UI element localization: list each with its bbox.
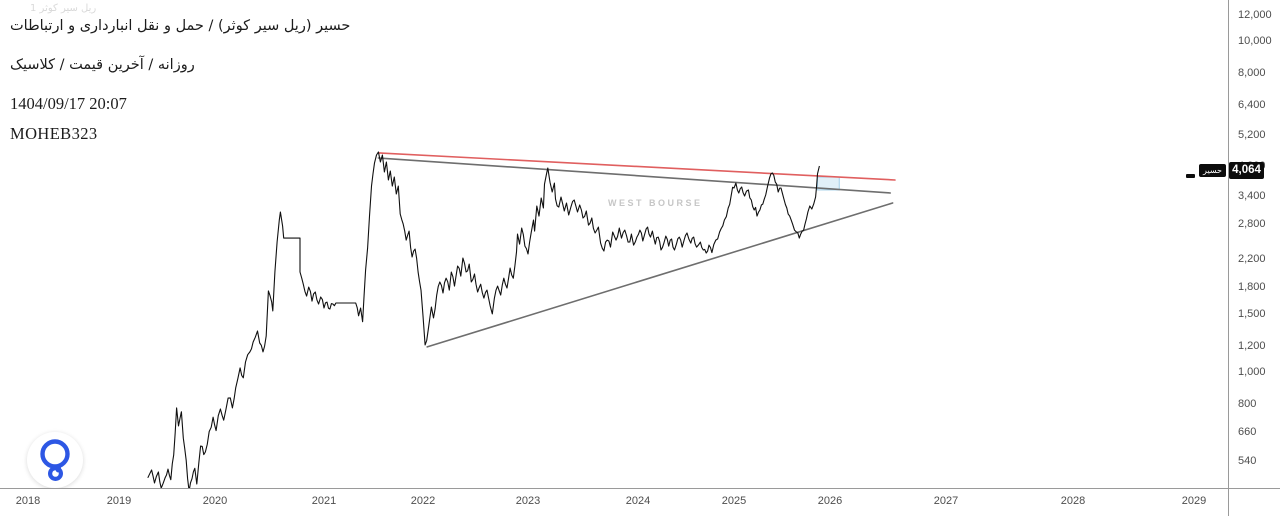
symbol-price-flag: حسیر [1199, 164, 1226, 178]
last-price-pointer [1186, 173, 1195, 178]
price-tick-label: 3,400 [1238, 189, 1266, 202]
year-tick-label: 2018 [15, 495, 41, 507]
price-tick-label: 1,200 [1238, 339, 1266, 352]
year-tick-label: 2027 [933, 495, 959, 507]
trendline-support-ascending[interactable] [426, 202, 894, 348]
price-tick-label: 800 [1238, 398, 1257, 411]
price-tick-label: 6,400 [1238, 98, 1266, 111]
year-tick-label: 2026 [817, 495, 843, 507]
year-tick-label: 2021 [311, 495, 337, 507]
time-axis[interactable]: 2018 2019 2020 2021 2022 2023 2024 2025 2026 2027… [0, 488, 1280, 516]
trendline-resistance-upper-red[interactable] [377, 152, 896, 181]
price-tick-label: 540 [1238, 454, 1257, 467]
axis-corner [1228, 489, 1280, 516]
chart-canvas[interactable] [0, 0, 1228, 488]
chart-area[interactable]: WEST BOURSE ریل سیر کوثر 1 حسیر (ریل سیر… [0, 0, 1228, 488]
price-tick-label: 2,800 [1238, 217, 1266, 230]
year-tick-label: 2025 [721, 495, 747, 507]
year-tick-label: 2028 [1060, 495, 1086, 507]
trendline-resistance-lower-gray[interactable] [377, 157, 892, 194]
west-bourse-watermark: WEST BOURSE [608, 198, 703, 208]
price-tick-label: 2,200 [1238, 252, 1266, 265]
year-tick-label: 2022 [410, 495, 436, 507]
price-tick-label: 1,800 [1238, 281, 1266, 294]
price-tick-label: 1,000 [1238, 366, 1266, 379]
year-tick-label: 2029 [1181, 495, 1207, 507]
price-tick-label: 10,000 [1238, 34, 1272, 47]
price-tick-label: 1,500 [1238, 307, 1266, 320]
year-tick-label: 2024 [625, 495, 651, 507]
instrument-title: حسیر (ریل سیر کوثر) / حمل و نقل انباردار… [10, 18, 351, 34]
price-tick-label: 12,000 [1238, 8, 1272, 21]
year-tick-label: 2019 [106, 495, 132, 507]
logo-glyph-icon [40, 439, 70, 482]
year-tick-label: 2020 [202, 495, 228, 507]
broker-logo [27, 432, 83, 488]
user-id: MOHEB323 [10, 124, 98, 143]
price-tick-label: 8,000 [1238, 66, 1266, 79]
price-line-series [147, 151, 820, 488]
price-tick-label: 660 [1238, 425, 1257, 438]
chart-settings-subtitle: روزانه / آخرین قیمت / کلاسیک [10, 57, 195, 73]
price-axis[interactable]: 12,00010,0008,0006,4005,2004,2003,4002,8… [1228, 0, 1280, 488]
last-price-label: 4,064 [1229, 162, 1264, 180]
price-tick-label: 5,200 [1238, 128, 1266, 141]
chart-datetime: 1404/09/17 20:07 [10, 94, 127, 113]
ghost-watermark: ریل سیر کوثر 1 [30, 3, 97, 14]
year-tick-label: 2023 [515, 495, 541, 507]
